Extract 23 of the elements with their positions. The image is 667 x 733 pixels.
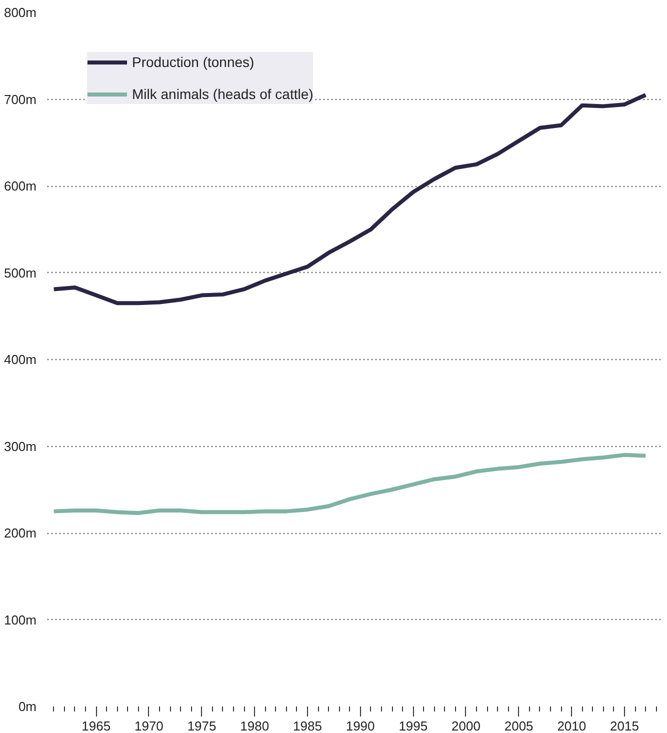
legend-label: Milk animals (heads of cattle) [132, 86, 314, 102]
x-tick-label: 2015 [610, 718, 639, 733]
y-tick-label: 100m [4, 612, 37, 628]
x-tick-label: 2000 [452, 718, 480, 733]
x-tick-label: 2005 [504, 718, 534, 733]
y-tick-label: 600m [4, 178, 37, 194]
legend-label: Production (tonnes) [132, 54, 254, 70]
x-tick-label: 1965 [82, 718, 111, 733]
x-tick-label: 1985 [293, 718, 322, 733]
y-tick-label: 400m [4, 352, 37, 367]
y-tick-label: 200m [4, 526, 37, 540]
y-tick-label: 0m [18, 699, 37, 714]
y-tick-label: 300m [4, 438, 37, 454]
x-tick-label: 1975 [187, 718, 216, 733]
x-tick-label: 1990 [346, 718, 375, 733]
x-tick-label: 1980 [240, 718, 270, 733]
y-tick-label: 500m [4, 265, 37, 280]
x-tick-label: 2010 [557, 718, 586, 733]
x-tick-label: 1970 [134, 718, 164, 733]
x-tick-label: 1995 [398, 718, 428, 733]
y-tick-label: 800m [4, 5, 37, 20]
y-tick-label: 700m [4, 92, 37, 107]
line-series [52, 452, 648, 516]
